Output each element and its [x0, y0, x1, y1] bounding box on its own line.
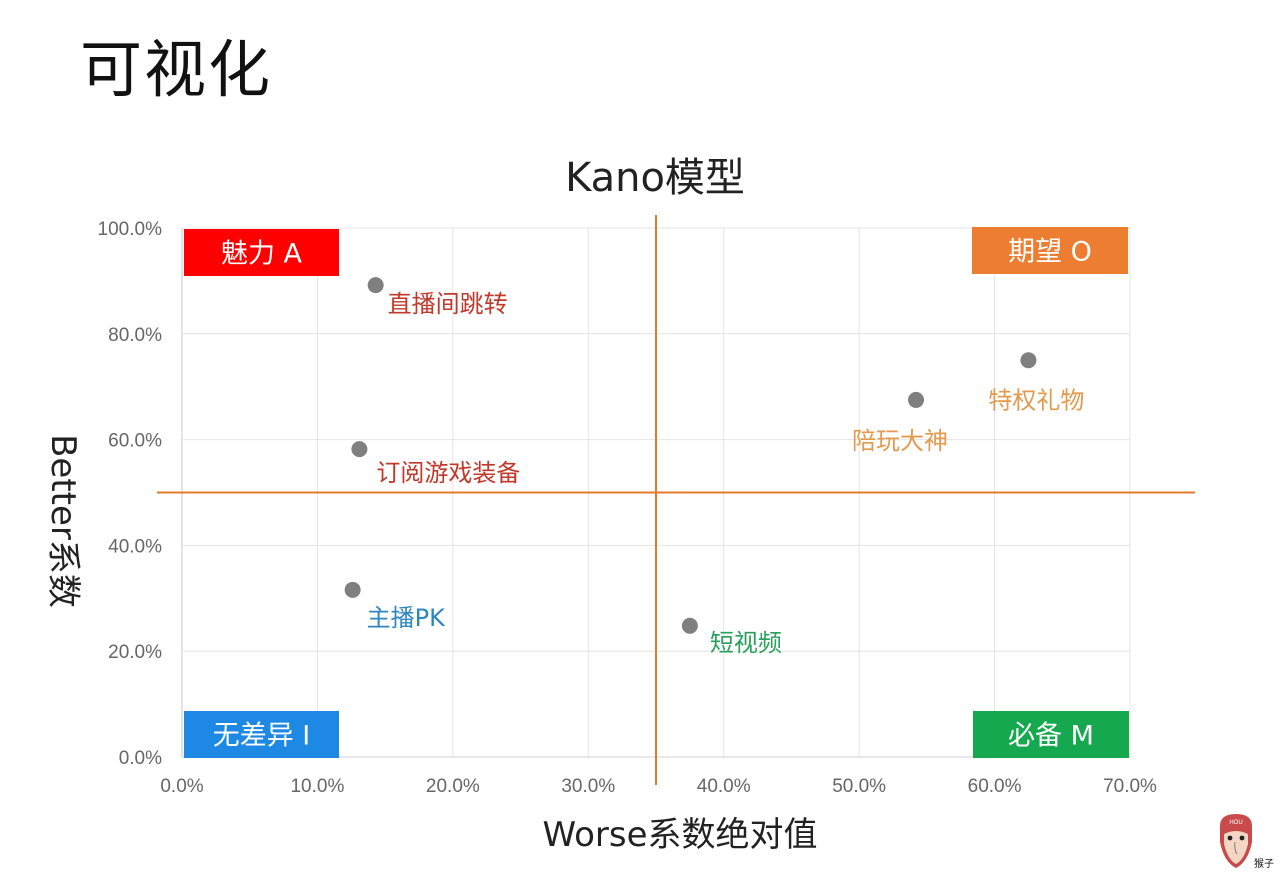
y-tick-label: 60.0% [108, 431, 162, 452]
quadrant-label-O: 期望 O [972, 227, 1128, 274]
monkey-logo-watermark: HOU 猴子 [1212, 812, 1274, 870]
x-tick-label: 70.0% [1103, 776, 1157, 797]
data-point: 直播间跳转 [367, 277, 508, 318]
quadrant-label-A: 魅力 A [184, 229, 339, 276]
point-label: 主播PK [367, 604, 446, 632]
x-axis-title: Worse系数绝对值 [542, 815, 817, 855]
svg-text:无差异 I: 无差异 I [213, 721, 311, 752]
y-axis-title: Better系数 [43, 434, 83, 608]
data-point: 短视频 [681, 617, 782, 657]
monkey-face-icon: HOU 猴子 [1220, 814, 1274, 870]
y-axis-ticks: 0.0% 20.0% 40.0% 60.0% 80.0% 100.0% [98, 219, 163, 769]
point-label: 陪玩大神 [852, 427, 948, 455]
page-title: 可视化 [80, 33, 273, 106]
svg-text:必备 M: 必备 M [1008, 721, 1094, 752]
chart-title: Kano模型 [0, 150, 1280, 206]
point-label: 特权礼物 [988, 386, 1084, 414]
quadrant-label-M: 必备 M [973, 711, 1129, 758]
data-point: 订阅游戏装备 [351, 441, 520, 487]
quadrant-labels: 魅力 A 期望 O 无差异 I 必备 M [184, 227, 1129, 758]
point-label: 短视频 [710, 629, 782, 657]
y-tick-label: 20.0% [108, 642, 162, 663]
data-point: 主播PK [344, 581, 446, 632]
point-marker [681, 617, 698, 634]
x-tick-label: 30.0% [561, 776, 615, 797]
point-marker [367, 277, 384, 294]
point-marker [908, 391, 925, 408]
svg-text:魅力 A: 魅力 A [221, 239, 303, 270]
quadrant-label-I: 无差异 I [184, 711, 339, 758]
x-tick-label: 20.0% [426, 776, 480, 797]
y-tick-label: 0.0% [119, 748, 162, 769]
x-tick-label: 40.0% [697, 776, 751, 797]
data-point: 特权礼物 [988, 352, 1084, 414]
point-marker [1020, 352, 1037, 369]
point-marker [351, 441, 368, 458]
point-label: 直播间跳转 [388, 290, 508, 318]
y-tick-label: 40.0% [108, 536, 162, 557]
chart-title-text: Kano模型 [565, 155, 745, 201]
svg-text:HOU: HOU [1229, 820, 1242, 826]
reference-lines [157, 215, 1195, 785]
y-tick-label: 80.0% [108, 325, 162, 346]
data-point: 陪玩大神 [852, 391, 948, 455]
x-tick-label: 0.0% [160, 776, 203, 797]
x-tick-label: 60.0% [968, 776, 1022, 797]
y-tick-label: 100.0% [98, 219, 163, 240]
svg-text:期望 O: 期望 O [1008, 237, 1092, 268]
point-label: 订阅游戏装备 [376, 459, 520, 487]
x-tick-label: 10.0% [290, 776, 344, 797]
x-tick-label: 50.0% [832, 776, 886, 797]
x-axis-ticks: 0.0% 10.0% 20.0% 30.0% 40.0% 50.0% 60.0% 70.0% [160, 776, 1157, 797]
point-marker [344, 581, 361, 598]
watermark-text: 猴子 [1254, 857, 1274, 870]
